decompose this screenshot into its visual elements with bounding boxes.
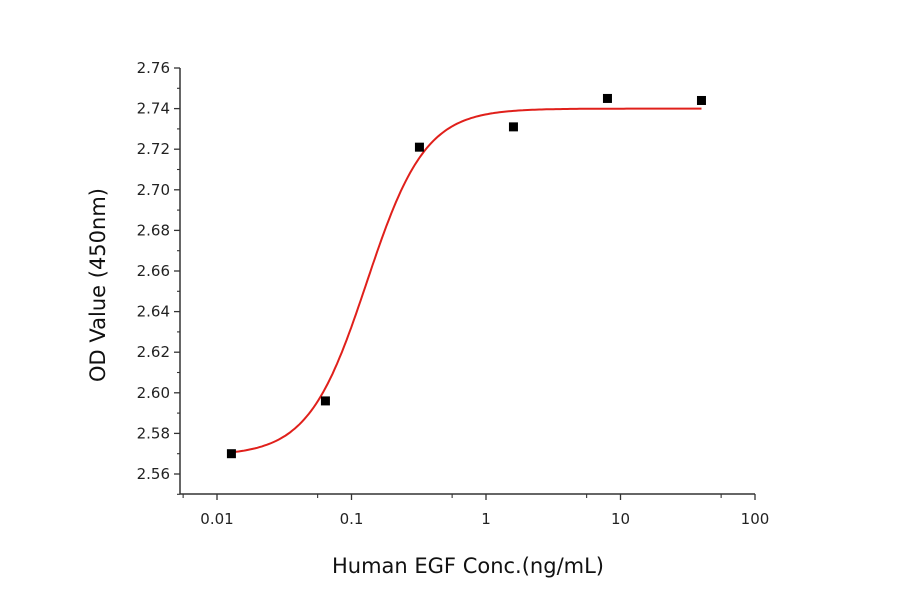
x-tick-label: 100 xyxy=(741,510,770,528)
y-tick-label: 2.58 xyxy=(137,424,170,442)
y-tick-label: 2.64 xyxy=(137,303,170,321)
data-points xyxy=(226,93,706,459)
data-point xyxy=(320,396,330,406)
y-tick-label: 2.62 xyxy=(137,343,170,361)
y-tick-label: 2.60 xyxy=(137,384,170,402)
data-point xyxy=(602,93,612,103)
data-point xyxy=(226,449,236,459)
data-point xyxy=(414,142,424,152)
data-point xyxy=(696,95,706,105)
y-axis-title: OD Value (450nm) xyxy=(86,188,110,382)
x-tick-label: 0.01 xyxy=(200,510,233,528)
x-axis-title: Human EGF Conc.(ng/mL) xyxy=(332,554,604,578)
x-tick-label: 1 xyxy=(481,510,491,528)
x-tick-label: 0.1 xyxy=(340,510,364,528)
y-tick-label: 2.74 xyxy=(137,100,170,118)
y-tick-label: 2.56 xyxy=(137,465,170,483)
y-tick-label: 2.66 xyxy=(137,262,170,280)
x-axis: 0.01 0.1 1 10 100 xyxy=(180,493,770,528)
y-tick-label: 2.70 xyxy=(137,181,170,199)
y-axis: 2.56 2.58 2.60 2.62 2.64 2.66 2.68 2.70 2.72 2.74… xyxy=(137,59,181,495)
y-tick-label: 2.72 xyxy=(137,140,170,158)
fit-curve xyxy=(231,107,702,454)
x-tick-label: 10 xyxy=(611,510,630,528)
data-point xyxy=(508,122,518,132)
y-tick-label: 2.76 xyxy=(137,59,170,77)
y-tick-label: 2.68 xyxy=(137,221,170,239)
